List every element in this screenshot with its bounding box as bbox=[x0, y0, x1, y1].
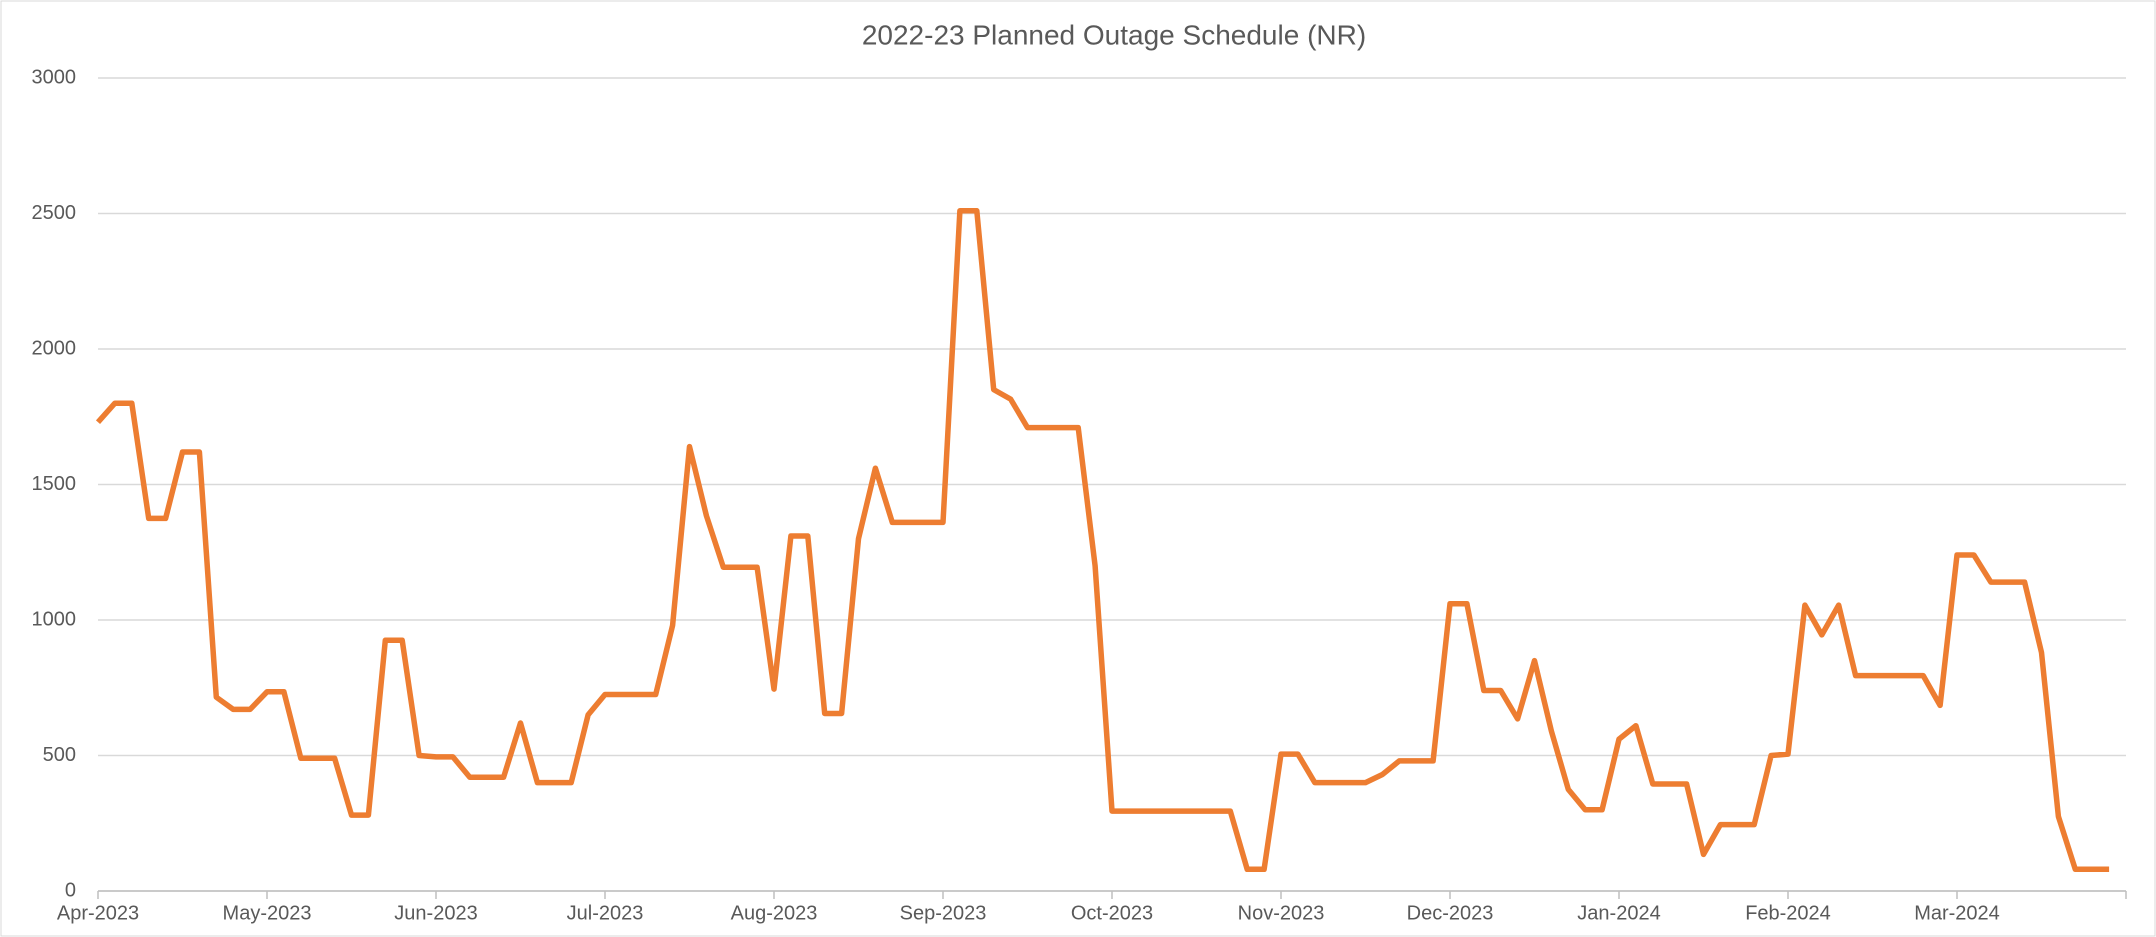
x-tick-label: Sep-2023 bbox=[900, 902, 987, 924]
x-tick-label: Feb-2024 bbox=[1745, 902, 1831, 924]
series-line bbox=[95, 208, 2110, 873]
x-tick-label: May-2023 bbox=[223, 902, 312, 924]
x-tick-label: Aug-2023 bbox=[731, 902, 818, 924]
x-tick-label: Nov-2023 bbox=[1238, 902, 1325, 924]
y-tick-label: 3000 bbox=[32, 66, 77, 88]
x-tick-label: Mar-2024 bbox=[1914, 902, 2000, 924]
y-tick-label: 0 bbox=[65, 879, 76, 901]
y-tick-label: 500 bbox=[43, 744, 76, 766]
y-tick-label: 1500 bbox=[32, 473, 77, 495]
x-tick-label: Jun-2023 bbox=[394, 902, 477, 924]
y-tick-label: 2500 bbox=[32, 202, 77, 224]
y-tick-label: 2000 bbox=[32, 337, 77, 359]
x-tick-label: Jul-2023 bbox=[567, 902, 644, 924]
x-tick-label: Oct-2023 bbox=[1071, 902, 1153, 924]
x-tick-label: Apr-2023 bbox=[57, 902, 139, 924]
chart-title: 2022-23 Planned Outage Schedule (NR) bbox=[862, 19, 1366, 50]
x-tick-label: Dec-2023 bbox=[1407, 902, 1494, 924]
y-tick-label: 1000 bbox=[32, 608, 77, 630]
x-tick-label: Jan-2024 bbox=[1577, 902, 1660, 924]
